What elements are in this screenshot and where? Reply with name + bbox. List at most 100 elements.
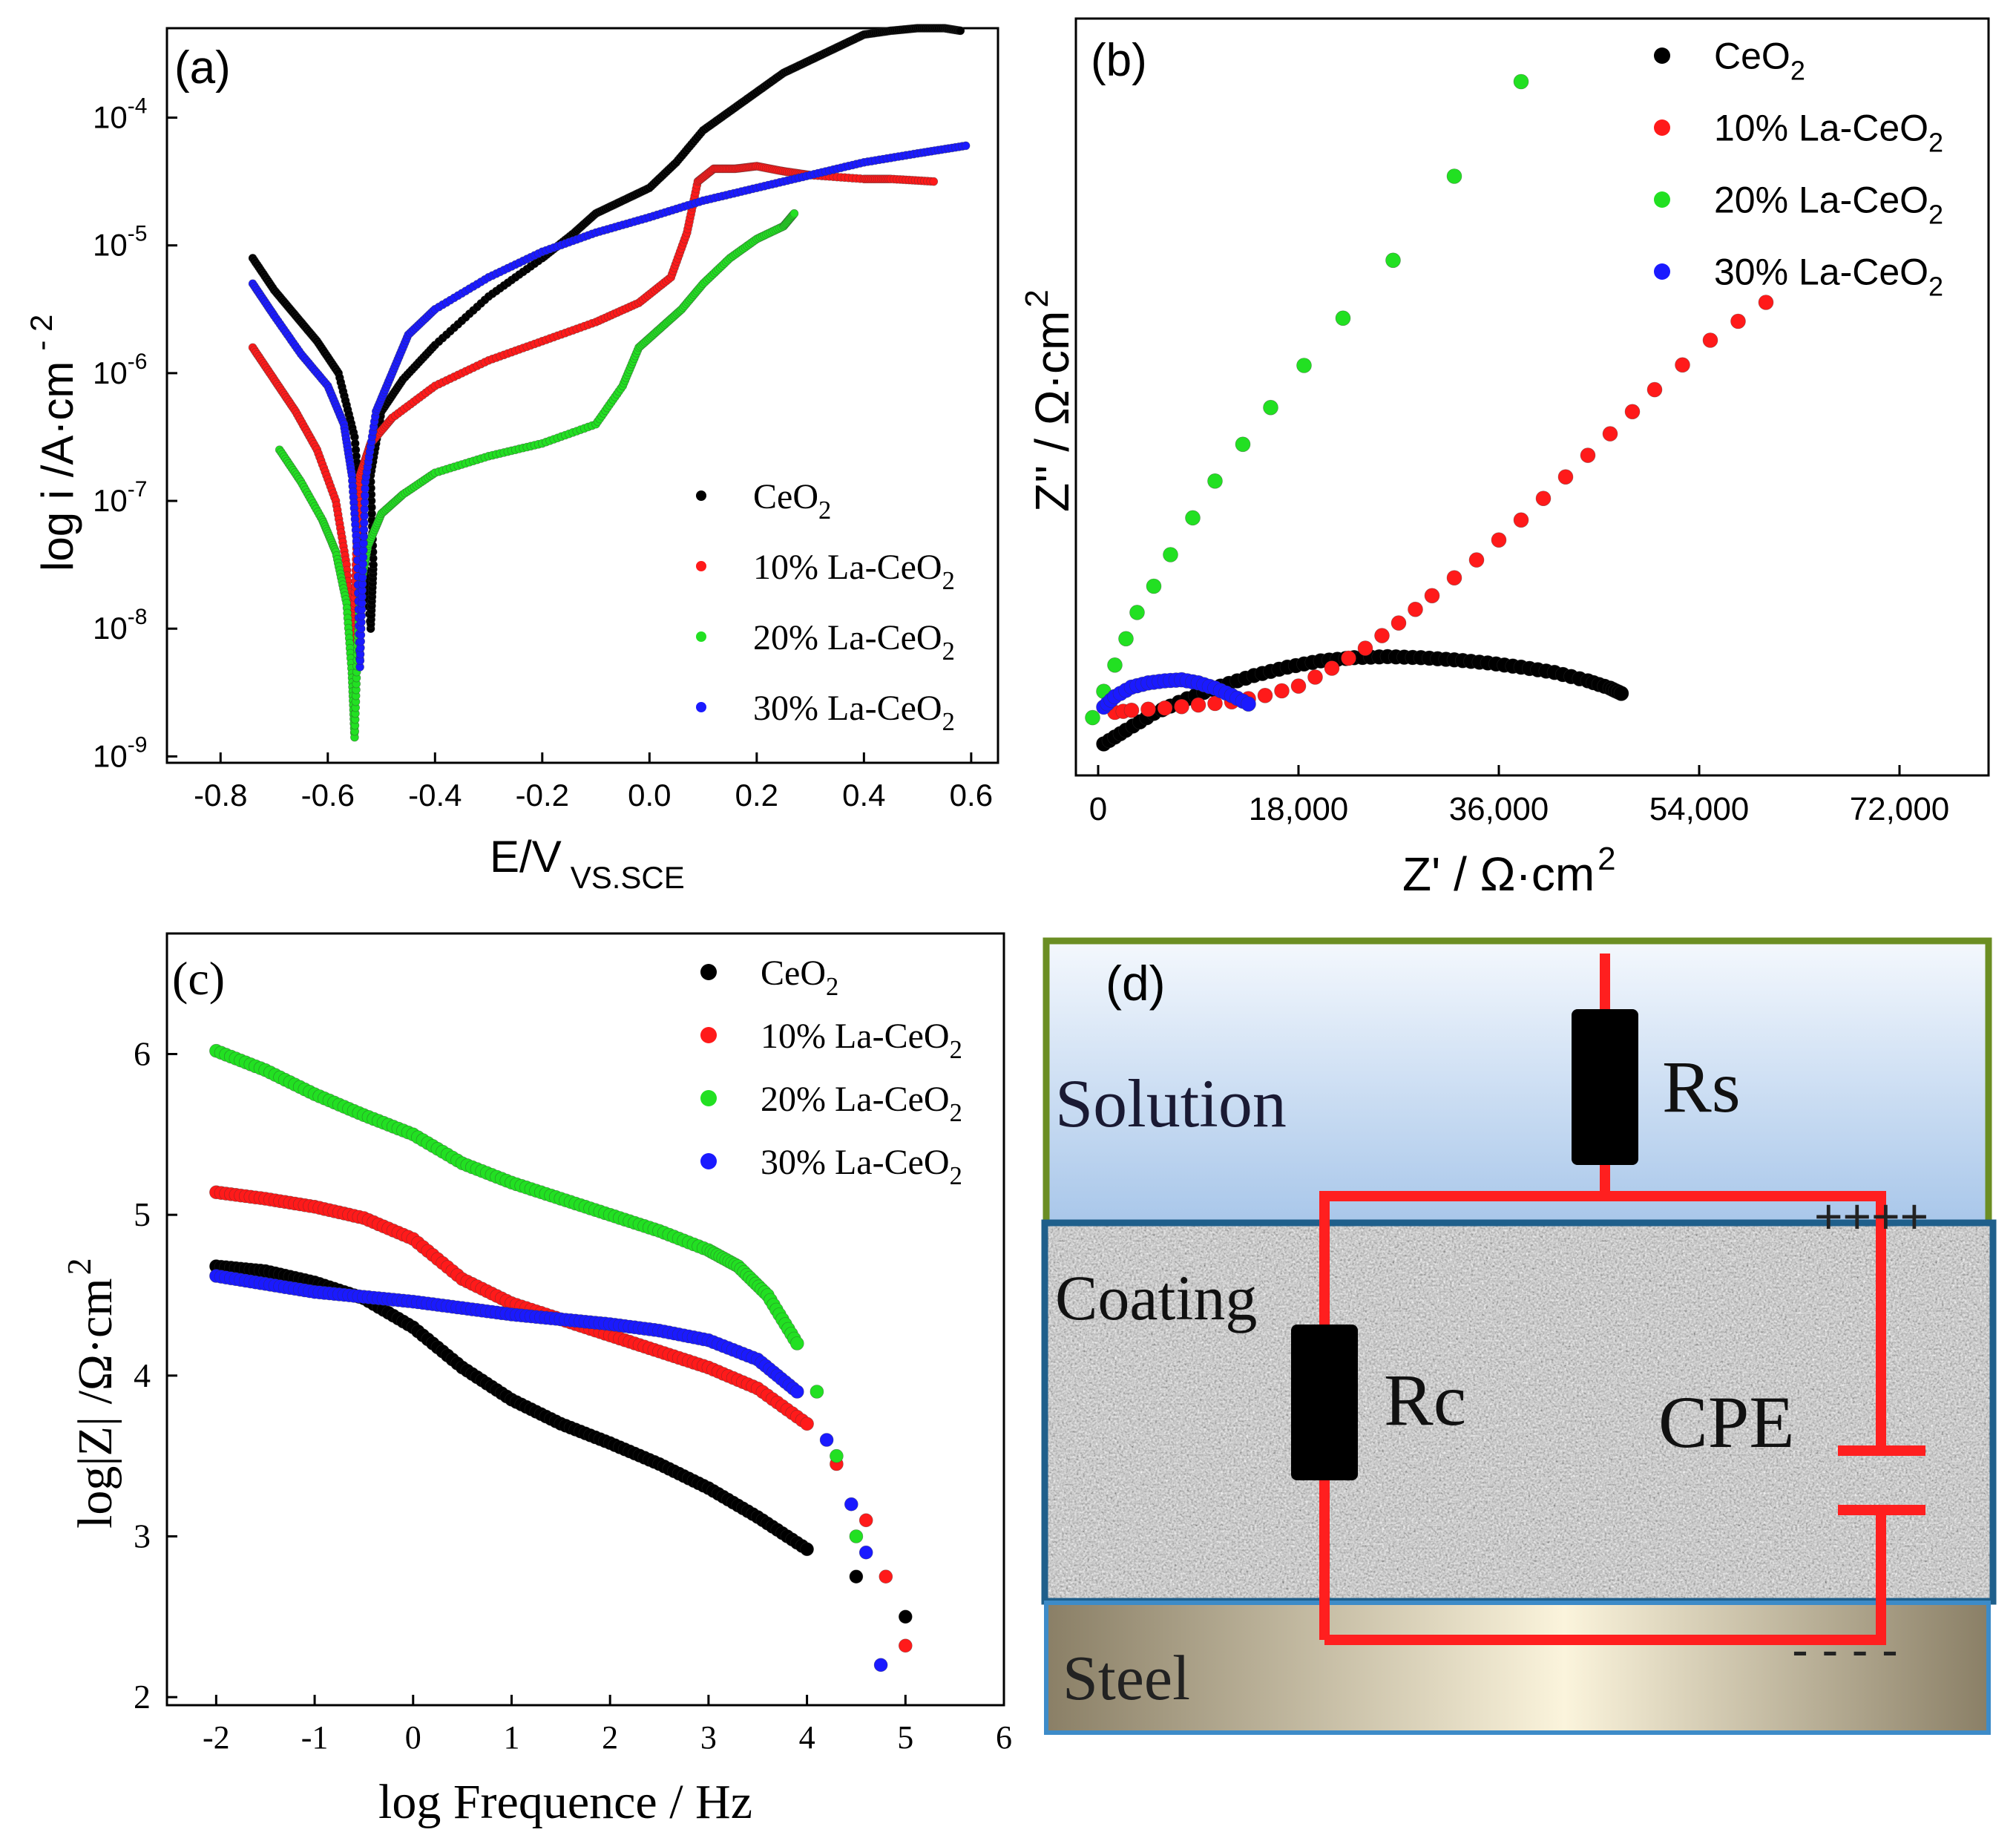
- panel-c-30-la-ceo2-point: [819, 1433, 834, 1447]
- panel-a-x-tick-label: -0.4: [408, 778, 462, 813]
- panel-c-10-la-ceo2-point: [800, 1417, 814, 1431]
- panel-c-ylabel: log|Z| /Ω·cm 2: [60, 1258, 122, 1529]
- panel-b-legend-marker-ceo2: [1654, 47, 1670, 64]
- panel-b-xlabel-main: Z' / Ω·cm: [1402, 847, 1595, 901]
- panel-a-legend-label-ceo2: CeO2: [753, 477, 831, 525]
- panel-c-20-la-ceo2-point: [790, 1336, 804, 1350]
- panel-b-10-la-ceo2-point: [1140, 701, 1156, 718]
- panel-b-20-la-ceo2-point: [1296, 358, 1312, 373]
- panel-c-y-tick-label: 5: [134, 1195, 151, 1233]
- panel-b-10-la-ceo2-point: [1408, 601, 1423, 617]
- panel-a-y-tick-exp: -9: [128, 732, 148, 757]
- panel-b-ylabel-main: Z'' / Ω·cm: [1025, 311, 1079, 512]
- panel-b-legend-sub: 2: [1928, 128, 1943, 158]
- panel-c-x-tick-label: 6: [996, 1719, 1012, 1756]
- panel-b-legend-text: 10% La-CeO: [1714, 108, 1928, 149]
- panel-c-x-tick-label: 2: [602, 1719, 618, 1756]
- panel-c-legend-marker-20-la-ceo2: [700, 1090, 717, 1106]
- coating-layer-texture: [1045, 1223, 1993, 1601]
- panel-c-x-tick-label: 5: [897, 1719, 913, 1756]
- panel-b-x-tick-label: 0: [1089, 791, 1107, 827]
- panel-c-30-la-ceo2-point: [858, 1545, 873, 1560]
- solution-layer: [1043, 937, 1992, 1227]
- panel-a-y-tick-exp: -4: [128, 94, 148, 119]
- panel-b-10-la-ceo2-point: [1174, 698, 1189, 715]
- panel-b-10-la-ceo2-point: [1758, 295, 1774, 310]
- panel-a-y-tick-base: 10: [93, 228, 128, 263]
- panel-a-xlabel-sub: VS.SCE: [571, 860, 685, 895]
- panel-c-30-la-ceo2-point: [873, 1658, 888, 1673]
- panel-a-y-tick-label: 10-7: [93, 477, 147, 518]
- panel-c-legend-text: 10% La-CeO: [761, 1017, 950, 1056]
- panel-c-10-la-ceo2-point: [879, 1569, 893, 1583]
- solution-label: Solution: [1055, 1066, 1287, 1141]
- panel-a-y-ticks: 10-910-810-710-610-510-4: [93, 94, 177, 773]
- panel-b-10-la-ceo2-point: [1513, 512, 1529, 528]
- panel-b-10-la-ceo2-point: [1468, 552, 1485, 568]
- panel-c-x-ticks: -2 -1 0 1 2 3 4 5 6: [203, 1695, 1012, 1756]
- panel-b-legend-label-20-la-ceo2: 20% La-CeO2: [1714, 180, 1943, 230]
- coating-label: Coating: [1055, 1262, 1257, 1333]
- panel-c-x-tick-label: 3: [700, 1719, 717, 1756]
- panel-a-y-tick-base: 10: [93, 738, 128, 773]
- panel-c-legend-text: CeO: [761, 954, 826, 993]
- panel-b-legend-marker-30-la-ceo2: [1654, 263, 1670, 280]
- panel-c-legend-sub: 2: [826, 973, 838, 1001]
- panel-b-x-ticks: 0 18,000 36,000 54,000 72,000: [1089, 765, 1950, 827]
- panel-b: 0 18,000 36,000 54,000 72,000 (b) Z' / Ω·cm2…: [1019, 17, 1990, 901]
- panel-a-legend-label-10-la-ceo2: 10% La-CeO2: [753, 548, 955, 595]
- panel-b-x-tick-label: 36,000: [1449, 791, 1549, 827]
- panel-b-20-la-ceo2-point: [1385, 252, 1401, 269]
- minus-charges: - - - -: [1792, 1622, 1898, 1677]
- panel-b-frame: [1074, 17, 1990, 777]
- panel-a-legend-text: CeO: [753, 477, 818, 516]
- panel-b-legend-label-10-la-ceo2: 10% La-CeO2: [1714, 108, 1943, 158]
- panel-c-20-la-ceo2-point: [810, 1385, 824, 1399]
- panel-b-10-la-ceo2-point: [1390, 615, 1407, 631]
- panel-b-20-la-ceo2-point: [1513, 73, 1529, 90]
- panel-c-legend-label-30-la-ceo2: 30% La-CeO2: [761, 1143, 962, 1190]
- panel-c-20-la-ceo2-point: [849, 1529, 864, 1543]
- panel-a-y-tick-exp: -6: [128, 349, 148, 374]
- panel-b-20-la-ceo2-point: [1335, 310, 1351, 326]
- panel-b-10-la-ceo2-point: [1324, 660, 1340, 676]
- panel-c-10-la-ceo2-point: [858, 1513, 873, 1528]
- panel-a-x-ticks: -0.8 -0.6 -0.4 -0.2 0.0 0.2 0.4 0.6: [194, 752, 993, 813]
- panel-c-ceo2-point: [849, 1569, 864, 1583]
- panel-a-x-tick-label: 0.2: [735, 778, 778, 813]
- panel-c-x-tick-label: -2: [203, 1719, 230, 1756]
- panel-c-label: (c): [172, 952, 225, 1005]
- panel-a-legend-sub: 2: [818, 496, 831, 525]
- panel-c-legend-label-10-la-ceo2: 10% La-CeO2: [761, 1017, 962, 1064]
- panel-c-10-la-ceo2-point: [899, 1638, 913, 1653]
- panel-b-x-tick-label: 72,000: [1850, 791, 1950, 827]
- panel-b-20-la-ceo2-point: [1085, 709, 1100, 726]
- rc-resistor: [1291, 1325, 1358, 1480]
- panel-a-x-tick-label: -0.2: [516, 778, 569, 813]
- panel-c-ceo2-point: [800, 1542, 814, 1557]
- panel-b-10-la-ceo2-point: [1580, 447, 1596, 463]
- panel-b-20-la-ceo2-point: [1207, 473, 1223, 489]
- panel-b-xlabel-sup: 2: [1598, 841, 1615, 877]
- rs-resistor: [1572, 1009, 1638, 1165]
- panel-a-y-tick-base: 10: [93, 611, 128, 646]
- panel-a-legend-text: 20% La-CeO: [753, 618, 942, 657]
- panel-c-legend-marker-30-la-ceo2: [700, 1153, 717, 1169]
- panel-a-y-tick-label: 10-8: [93, 605, 147, 646]
- panel-a-marks: [248, 24, 971, 742]
- panel-b-x-tick-label: 54,000: [1649, 791, 1750, 827]
- panel-c-x-tick-label: 1: [503, 1719, 519, 1756]
- panel-b-30-la-ceo2-point: [1241, 696, 1256, 712]
- panel-b-20-la-ceo2-point: [1129, 605, 1145, 620]
- panel-b-x-tick-label: 18,000: [1249, 791, 1349, 827]
- panel-b-legend-marker-10-la-ceo2: [1654, 119, 1670, 136]
- panel-c-legend-sub: 2: [950, 1162, 962, 1190]
- panel-a-x-tick-label: 0.4: [842, 778, 885, 813]
- panel-c-legend-sub: 2: [950, 1099, 962, 1127]
- panel-a-y-tick-label: 10-4: [93, 94, 147, 135]
- panel-b-10-la-ceo2-point: [1274, 683, 1290, 699]
- panel-c-y-tick-label: 2: [134, 1678, 151, 1716]
